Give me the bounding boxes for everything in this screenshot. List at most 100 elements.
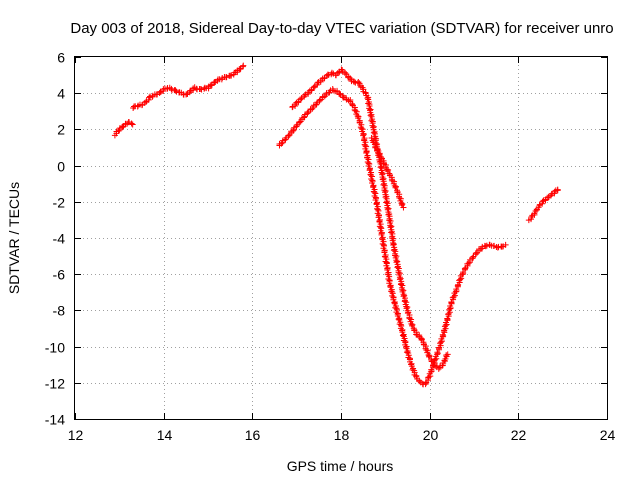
data-point	[383, 199, 390, 206]
data-point	[304, 110, 311, 117]
data-point	[502, 241, 509, 248]
data-point	[388, 229, 395, 236]
y-tick-label: -10	[45, 340, 65, 356]
data-point	[285, 132, 292, 139]
y-tick-label: -14	[45, 412, 65, 428]
data-point	[432, 356, 439, 363]
x-tick-label: 18	[334, 427, 350, 443]
data-point	[395, 316, 402, 323]
x-tick-label: 12	[68, 427, 84, 443]
y-tick-label: -12	[45, 376, 65, 392]
data-point	[444, 351, 451, 358]
data-series-segment-4	[289, 66, 451, 372]
data-point	[128, 120, 135, 127]
y-tick-label: 6	[57, 50, 65, 66]
data-point	[465, 260, 472, 267]
data-point	[554, 186, 561, 193]
data-point	[310, 84, 317, 91]
data-point	[443, 352, 450, 359]
data-point	[146, 94, 153, 101]
data-point	[396, 194, 403, 201]
data-point	[391, 299, 398, 306]
data-point	[450, 294, 457, 301]
data-point	[364, 95, 371, 102]
data-series-segment-5	[368, 135, 407, 211]
data-point	[441, 357, 448, 364]
data-series-segment-2	[130, 62, 247, 112]
data-point	[301, 91, 308, 98]
data-point	[377, 164, 384, 171]
data-series-segment-3	[276, 86, 509, 388]
data-point	[325, 71, 332, 78]
data-point	[347, 75, 354, 82]
chart-title: Day 003 of 2018, Sidereal Day-to-day VTE…	[70, 20, 613, 37]
data-point	[413, 331, 420, 338]
data-point	[328, 69, 335, 76]
data-point	[129, 121, 136, 128]
data-point	[539, 198, 546, 205]
data-point	[198, 86, 205, 93]
data-point	[397, 281, 404, 288]
data-point	[472, 250, 479, 257]
data-point	[367, 112, 374, 119]
data-point	[360, 131, 367, 138]
x-tick-label: 14	[157, 427, 173, 443]
data-point	[401, 298, 408, 305]
data-point	[482, 243, 489, 250]
y-tick-label: -2	[53, 195, 66, 211]
data-point	[240, 62, 247, 69]
x-axis-label: GPS time / hours	[287, 458, 394, 474]
data-point	[223, 74, 230, 81]
data-point	[168, 85, 175, 92]
data-point	[423, 347, 430, 354]
data-point	[173, 88, 180, 95]
data-point	[282, 136, 289, 143]
data-point	[314, 79, 321, 86]
data-point	[457, 276, 464, 283]
data-point	[365, 100, 372, 107]
data-point	[390, 247, 397, 254]
data-point	[126, 119, 133, 126]
data-series-segment-1	[111, 119, 136, 139]
x-tick-label: 16	[245, 427, 261, 443]
data-point	[370, 129, 377, 136]
data-point	[380, 181, 387, 188]
data-point	[355, 78, 362, 85]
data-point	[435, 365, 442, 372]
data-point	[388, 234, 395, 241]
y-axis-label: SDTVAR / TECUs	[6, 182, 22, 294]
x-tick-label: 22	[511, 427, 527, 443]
y-tick-label: -8	[53, 303, 66, 319]
data-point	[172, 87, 179, 94]
plot-frame	[74, 56, 608, 420]
y-tick-label: -4	[53, 231, 66, 247]
data-point	[381, 253, 388, 260]
data-point	[406, 315, 413, 322]
x-tick-label: 20	[423, 427, 439, 443]
data-point	[461, 265, 468, 272]
y-tick-label: -6	[53, 267, 66, 283]
data-point	[551, 188, 558, 195]
data-point	[210, 79, 217, 86]
y-tick-label: 4	[57, 86, 65, 102]
data-point	[316, 97, 323, 104]
data-point	[352, 107, 359, 114]
data-point	[278, 140, 285, 147]
data-point	[469, 254, 476, 261]
data-point	[342, 69, 349, 76]
data-point	[115, 127, 122, 134]
data-point	[119, 124, 126, 131]
y-tick-label: 2	[57, 122, 65, 138]
data-point	[386, 217, 393, 224]
data-point	[290, 127, 297, 134]
data-point	[358, 125, 365, 132]
y-tick-label: 0	[57, 159, 65, 175]
data-point	[300, 114, 307, 121]
grid-layer	[75, 57, 607, 419]
data-point	[156, 90, 163, 97]
data-series-segment-6	[525, 186, 561, 224]
data-point	[289, 104, 296, 111]
x-tick-label: 24	[600, 427, 616, 443]
